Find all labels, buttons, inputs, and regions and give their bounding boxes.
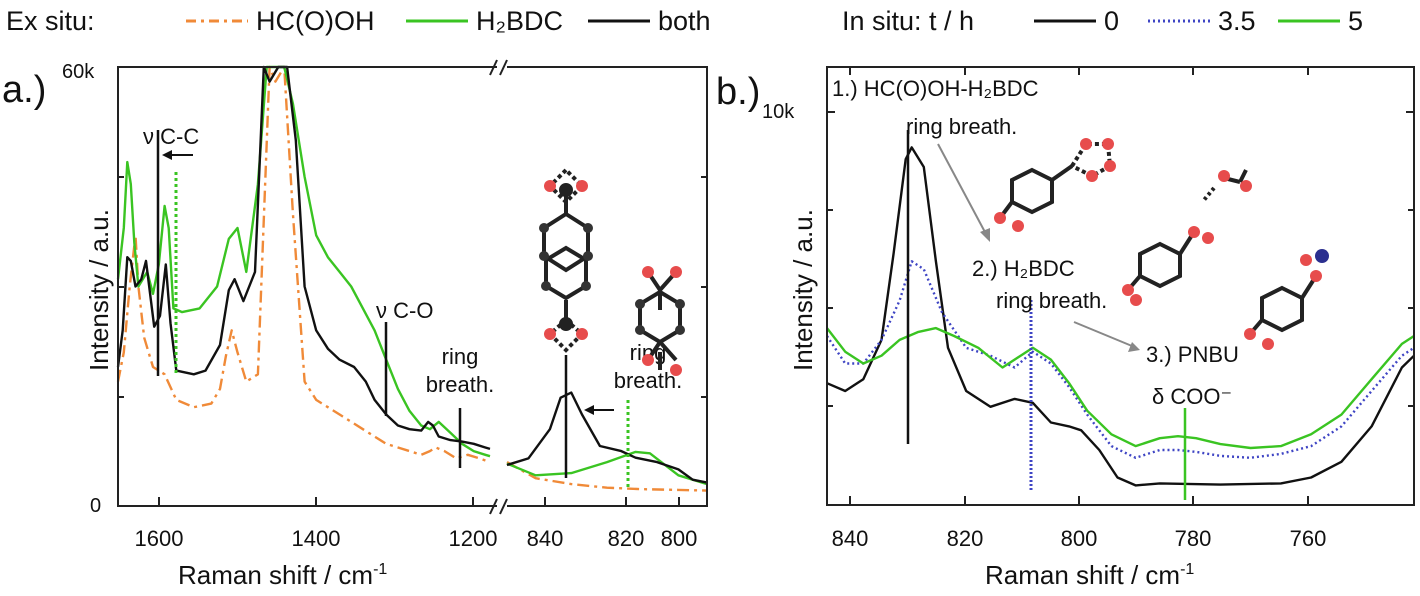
legend-a-label-hcooh: HC(O)OH <box>256 6 374 36</box>
legend-b-label-3-5: 3.5 <box>1218 6 1256 36</box>
panel-a-xtick-1200: 1200 <box>449 526 498 551</box>
molecule-b-pnbu-illustration <box>1244 249 1329 350</box>
panel-b-axes-frame <box>826 66 1415 506</box>
panel-a-arrowhead-ring <box>584 405 594 415</box>
panel-a-xtick-1600: 1600 <box>135 526 184 551</box>
panel-b-ticks <box>827 67 1414 505</box>
panel-b-series-t3-5 <box>825 260 1415 459</box>
panel-b-xtick-800: 800 <box>1061 526 1098 551</box>
legend-a-title: Ex situ: <box>6 6 95 36</box>
panel-a-ytick-zero: 0 <box>90 495 101 517</box>
panel-b-xtick-840: 840 <box>832 526 869 551</box>
panel-a-ytick-top: 60k <box>62 61 95 83</box>
panel-a-series-both-right <box>506 391 708 484</box>
legend-b: In situ: t / h 0 3.5 5 <box>842 6 1363 36</box>
panel-a-xtick-820: 820 <box>608 526 645 551</box>
panel-b-ylabel: Intensity / a.u. <box>788 209 818 371</box>
panel-b-arrows <box>937 143 1140 352</box>
panel-b-series-t5 <box>826 326 1415 450</box>
panel-a-label: a.) <box>2 69 46 111</box>
panel-b-annotation-1: 1.) HC(O)OH-H₂BDC <box>832 76 1039 101</box>
legend-a-label-both: both <box>658 6 711 36</box>
panel-b-annotation-3: 3.) PNBU <box>1146 342 1239 367</box>
panel-a-series-hcooh-right <box>506 461 708 492</box>
panel-a-ylabel: Intensity / a.u. <box>84 209 114 371</box>
panel-a-series-both-left <box>116 65 491 451</box>
panel-b-xlabel: Raman shift / cm-1 <box>985 560 1194 590</box>
panel-a-xtick-840: 840 <box>527 526 564 551</box>
molecule-b-dimer-illustration <box>994 138 1116 232</box>
panel-a-arrowhead-cc <box>162 150 172 160</box>
panel-b-curves <box>825 146 1415 487</box>
panel-b-annotation-1-sub: ring breath. <box>906 114 1017 139</box>
panel-b: b.) 10k Intensity / a.u. Raman shift / c… <box>716 66 1415 590</box>
panel-a-xtick-800: 800 <box>661 526 698 551</box>
panel-a-xlabel: Raman shift / cm-1 <box>178 560 387 590</box>
legend-b-title: In situ: t / h <box>842 6 974 36</box>
panel-b-annotation-2-sub: ring breath. <box>996 288 1107 313</box>
molecule-dimer-illustration <box>539 167 593 353</box>
panel-b-label: b.) <box>716 71 760 113</box>
panel-a-annotation-ring1-a: ring <box>442 344 479 369</box>
molecule-b-formic-illustration <box>1202 169 1252 202</box>
panel-b-xtick-820: 820 <box>947 526 984 551</box>
panel-a-axis-right <box>507 66 708 507</box>
panel-a: a.) 60k 0 Intensity / a.u. Raman shift /… <box>2 59 708 590</box>
panel-b-xtick-760: 760 <box>1290 526 1327 551</box>
panel-a-series-hcooh-left <box>116 65 491 464</box>
legend-a: Ex situ: HC(O)OH H₂BDC both <box>6 6 711 36</box>
panel-a-xtick-1400: 1400 <box>292 526 341 551</box>
panel-a-series-h2bdc-right <box>506 450 708 486</box>
legend-b-label-5: 5 <box>1348 6 1363 36</box>
panel-a-annotation-co: ν C-O <box>376 298 433 323</box>
legend-a-label-h2bdc: H₂BDC <box>476 6 563 36</box>
panel-a-curves <box>116 65 708 492</box>
panel-a-axis-break <box>489 59 508 515</box>
panel-b-xtick-780: 780 <box>1175 526 1212 551</box>
panel-b-annotation-3-sub: δ COO⁻ <box>1152 384 1232 409</box>
molecule-h2bdc-illustration <box>635 266 685 376</box>
molecule-b-h2bdc-illustration <box>1122 226 1214 306</box>
panel-a-ticks <box>118 66 707 507</box>
panel-b-series-t0 <box>826 146 1415 487</box>
legend-b-label-0: 0 <box>1104 6 1119 36</box>
panel-b-annotation-2: 2.) H₂BDC <box>972 256 1075 281</box>
panel-b-ytick-top: 10k <box>762 101 795 123</box>
panel-a-annotation-cc: ν C-C <box>143 124 199 149</box>
panel-a-annotation-ring1-b: breath. <box>426 372 495 397</box>
